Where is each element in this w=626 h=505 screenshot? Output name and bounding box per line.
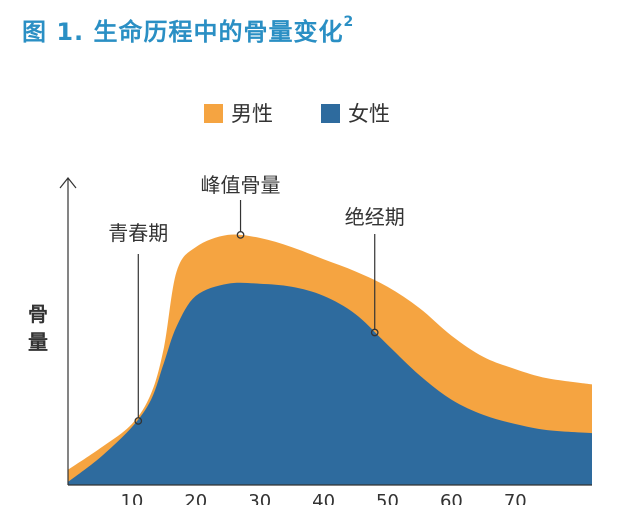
x-tick-label: 50 — [376, 491, 399, 505]
annotation-dot — [134, 417, 143, 425]
annotation-dot — [236, 231, 245, 239]
annotation-label: 绝经期 — [345, 205, 405, 229]
x-tick-label: 20 — [184, 491, 207, 505]
x-tick-label: 60 — [440, 491, 463, 505]
x-tick-label: 10 — [120, 491, 143, 505]
annotation-label: 峰值骨量 — [201, 173, 281, 197]
chart-legend: 男性 女性 — [204, 98, 438, 128]
x-tick-label: 70 — [504, 491, 527, 505]
legend-item-male: 男性 — [204, 98, 273, 128]
annotation-dot — [370, 328, 379, 337]
legend-label-female: 女性 — [348, 102, 390, 126]
x-tick-label: 30 — [248, 491, 271, 505]
y-axis-label: 骨量 — [28, 302, 48, 354]
legend-swatch-male — [204, 103, 223, 123]
legend-swatch-female — [321, 103, 340, 123]
series-area-female — [68, 282, 592, 485]
y-axis-arrow-icon — [59, 177, 77, 189]
figure-title: 图 1. 生命历程中的骨量变化2 — [22, 14, 355, 46]
legend-label-male: 男性 — [231, 102, 273, 126]
x-tick-label: 40 — [312, 491, 335, 505]
legend-item-female: 女性 — [321, 98, 390, 128]
annotation-label: 青春期 — [108, 221, 168, 245]
